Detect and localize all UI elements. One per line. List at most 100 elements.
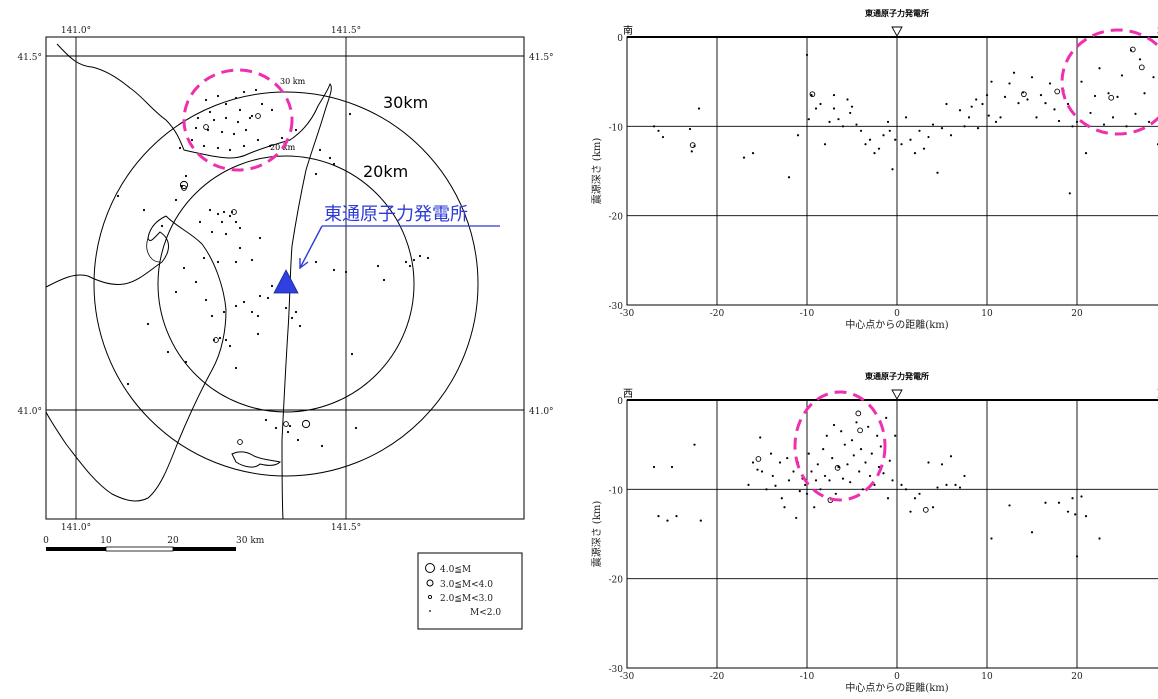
epicenter-point <box>202 256 206 260</box>
hypocenter-point <box>787 176 791 179</box>
hypocenter-point <box>823 474 827 478</box>
hypocenter-point <box>786 456 789 460</box>
epicenter-point <box>212 118 216 122</box>
legend-box <box>417 552 523 630</box>
hypocenter-point <box>1066 510 1070 513</box>
hypocenter-point <box>760 470 764 473</box>
hypocenter-point <box>900 143 903 146</box>
hypocenter-point <box>1107 92 1110 95</box>
x-tick-label: 10 <box>981 309 993 319</box>
lon-top-label: 141.0° <box>61 26 91 36</box>
epicenter-point <box>264 418 268 422</box>
hypocenter-point <box>819 488 822 491</box>
epicenter-point <box>234 366 238 370</box>
hypocenter-point <box>849 111 852 115</box>
epicenter-point <box>250 310 254 314</box>
hypocenter-point <box>967 116 971 119</box>
epicenter-point <box>224 116 228 120</box>
hypocenter-point <box>1039 93 1043 97</box>
hypocenter-point <box>861 488 864 491</box>
hypocenter-point <box>922 147 926 150</box>
hypocenter-point <box>795 516 798 520</box>
hypocenter-point <box>855 123 858 126</box>
y-axis-label: 震源深さ (km) <box>590 138 603 205</box>
hypocenter-point-m2 <box>689 142 696 148</box>
epicenter-point <box>288 424 292 428</box>
hypocenter-point <box>876 434 879 437</box>
lat-right-label: 41.5° <box>529 53 554 63</box>
epicenter-point <box>234 220 238 224</box>
epicenter-point <box>260 102 264 106</box>
epicenter-point <box>184 360 188 364</box>
hypocenter-point <box>1008 504 1011 507</box>
hypocenter-point <box>1068 192 1071 195</box>
hypocenter-point <box>841 125 845 128</box>
hypocenter-point <box>987 114 990 117</box>
hypocenter-point <box>756 468 759 471</box>
epicenter-point <box>286 430 290 434</box>
coastline-shimokita <box>56 43 332 520</box>
epicenter-point <box>258 236 262 240</box>
hypocenter-point <box>936 171 939 174</box>
hypocenter-point <box>975 98 978 101</box>
epicenter-point <box>274 426 278 430</box>
hypocenter-point <box>805 492 809 495</box>
hypocenter-point <box>841 477 845 480</box>
hypocenter-point <box>1143 92 1146 95</box>
epicenter-point <box>404 260 408 264</box>
hypocenter-point-m2 <box>922 507 929 513</box>
hypocenter-point <box>828 479 831 482</box>
hypocenter-point <box>1048 82 1052 85</box>
epicenter-point-m2 <box>283 421 289 427</box>
hypocenter-point <box>904 488 908 491</box>
y-tick-label: -30 <box>609 665 624 675</box>
epicenter-point <box>220 130 224 134</box>
hypocenter-point <box>963 474 966 478</box>
epicenter-point <box>294 310 298 314</box>
epicenter-map: 141.0° 141.5° 141.0° 141.5° 41.5° 41.0° … <box>17 26 554 630</box>
epicenter-point <box>224 102 228 106</box>
direction-label-left: 南 <box>623 24 633 37</box>
hypocenter-point <box>666 519 669 522</box>
hypocenter-point <box>976 127 980 130</box>
hypocenter-point <box>774 484 777 487</box>
hypocenter-point <box>877 147 881 150</box>
hypocenter-point <box>1071 125 1074 128</box>
x-axis-label: 中心点からの距離(km) <box>845 318 948 331</box>
epicenter-point <box>270 108 274 112</box>
distance-ring-30km <box>93 91 479 477</box>
hypocenter-point <box>814 479 818 482</box>
hypocenter-point <box>949 455 953 458</box>
hypocenter-point <box>879 445 882 448</box>
plant-position-marker-icon <box>891 26 903 37</box>
hypocenter-point <box>834 492 837 495</box>
hypocenter-point <box>1125 125 1128 128</box>
hypocenter-point <box>1084 515 1088 518</box>
scale-tick: 30 km <box>236 536 265 546</box>
epicenter-point <box>426 256 430 260</box>
hypocenter-point <box>778 461 782 464</box>
epicenter-point <box>318 148 322 152</box>
hypocenter-point <box>859 448 863 451</box>
epicenter-point <box>178 146 182 150</box>
hypocenter-point <box>868 474 872 478</box>
hypocenter-point <box>825 434 828 437</box>
epicenter-point <box>228 148 232 152</box>
ring-label-30km: 30km <box>383 93 428 112</box>
x-tick-label: -10 <box>800 309 815 319</box>
epicenter-point <box>250 258 254 262</box>
hypocenter-point <box>769 452 773 455</box>
hypocenter-point <box>940 463 944 466</box>
hypocenter-point <box>747 483 750 486</box>
plant-position-marker-icon <box>891 389 903 400</box>
hypocenter-point <box>831 456 834 460</box>
hypocenter-point <box>868 138 872 141</box>
epicenter-point-m2 <box>231 209 237 215</box>
epicenter-point <box>146 322 150 326</box>
epicenter-point <box>314 260 318 264</box>
epicenter-point <box>224 232 228 236</box>
epicenter-point <box>204 98 208 102</box>
hypocenter-point <box>810 470 813 473</box>
cross-section-west-east: -30-20-1001020300-10-20-30東通原子力発電所西東中心点か… <box>590 371 1158 694</box>
hypocenter-point <box>1080 80 1083 83</box>
